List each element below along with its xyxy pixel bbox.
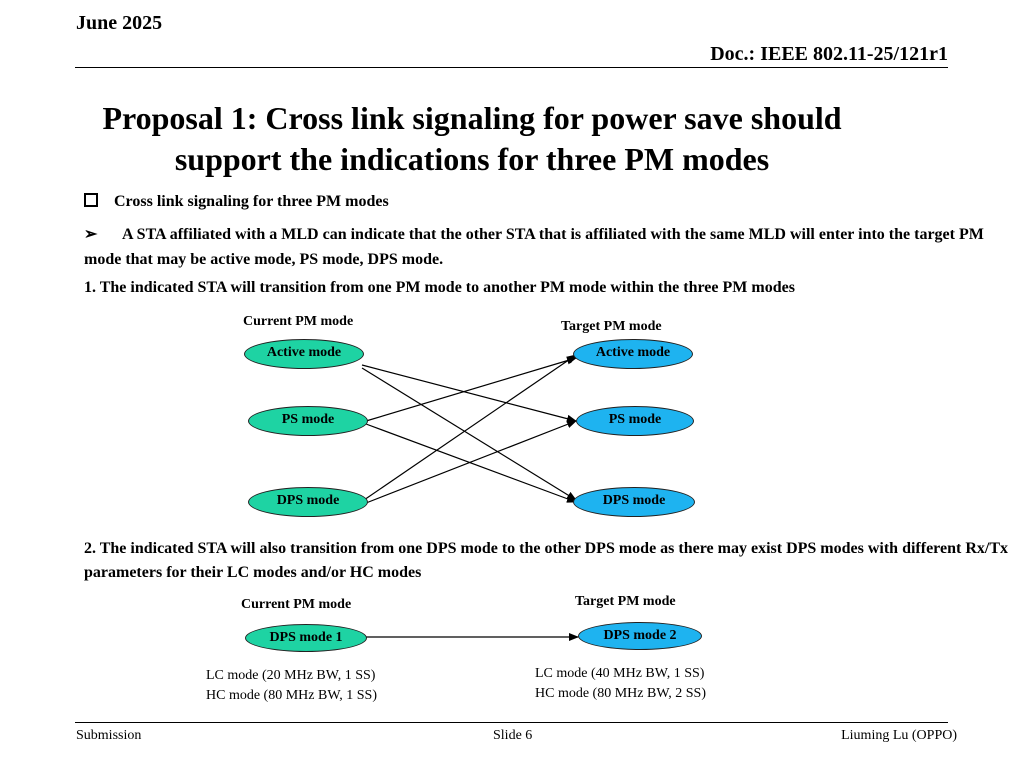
- footer-rule: [75, 722, 948, 723]
- header-rule: [75, 67, 948, 68]
- dps-mode-1: DPS mode 1: [245, 624, 367, 652]
- square-bullet-text: Cross link signaling for three PM modes: [114, 193, 389, 210]
- point-2-text: 2. The indicated STA will also transitio…: [84, 540, 1008, 581]
- header-date: June 2025: [76, 12, 163, 34]
- diagram1-current-label: Current PM mode: [243, 314, 354, 329]
- arrow-ps-to-active: [365, 356, 577, 422]
- target-dps-mode: DPS mode: [573, 487, 695, 517]
- target-active-mode: Active mode: [573, 339, 693, 369]
- dps-mode-1-hc: HC mode (80 MHz BW, 1 SS): [206, 688, 377, 703]
- current-active-mode: Active mode: [244, 339, 364, 369]
- diagram2-target-label: Target PM mode: [575, 594, 676, 609]
- dps-mode-2-hc: HC mode (80 MHz BW, 2 SS): [535, 686, 706, 701]
- arrow-bullet-item: ➢ A STA affiliated with a MLD can indicat…: [84, 222, 1014, 272]
- dps-mode-1-lc: LC mode (20 MHz BW, 1 SS): [206, 668, 376, 683]
- diagram2-current-label: Current PM mode: [241, 597, 352, 612]
- dps-mode-2: DPS mode 2: [578, 622, 702, 650]
- slide-title-line1: Proposal 1: Cross link signaling for pow…: [102, 100, 842, 136]
- arrow-ps-to-dps: [365, 423, 577, 503]
- square-bullet-icon: [84, 193, 98, 207]
- arrow-bullet-icon: ➢: [84, 226, 98, 243]
- dps-mode-2-lc: LC mode (40 MHz BW, 1 SS): [535, 666, 705, 681]
- current-ps-mode: PS mode: [248, 406, 368, 436]
- footer-author: Liuming Lu (OPPO): [841, 728, 957, 743]
- target-ps-mode: PS mode: [576, 406, 694, 436]
- arrow-dps-to-ps: [365, 420, 577, 504]
- dps-mode-2-params: LC mode (40 MHz BW, 1 SS) HC mode (80 MH…: [535, 664, 706, 704]
- arrow-active-to-dps: [361, 367, 577, 501]
- footer-slide-number: Slide 6: [493, 728, 533, 743]
- slide-title: Proposal 1: Cross link signaling for pow…: [0, 98, 1024, 180]
- footer-submission: Submission: [76, 728, 142, 743]
- slide-title-line2: support the indications for three PM mod…: [174, 141, 770, 177]
- arrow-bullet-text: A STA affiliated with a MLD can indicate…: [84, 226, 984, 268]
- square-bullet-item: Cross link signaling for three PM modes: [84, 193, 389, 211]
- header-doc-id: Doc.: IEEE 802.11-25/121r1: [710, 43, 948, 65]
- current-dps-mode: DPS mode: [248, 487, 368, 517]
- dps-mode-1-params: LC mode (20 MHz BW, 1 SS) HC mode (80 MH…: [206, 666, 377, 706]
- arrow-active-to-ps: [361, 364, 577, 423]
- arrow-dps-to-active: [363, 354, 577, 501]
- diagram1-target-label: Target PM mode: [561, 319, 662, 334]
- point-1-text: 1. The indicated STA will transition fro…: [84, 279, 795, 296]
